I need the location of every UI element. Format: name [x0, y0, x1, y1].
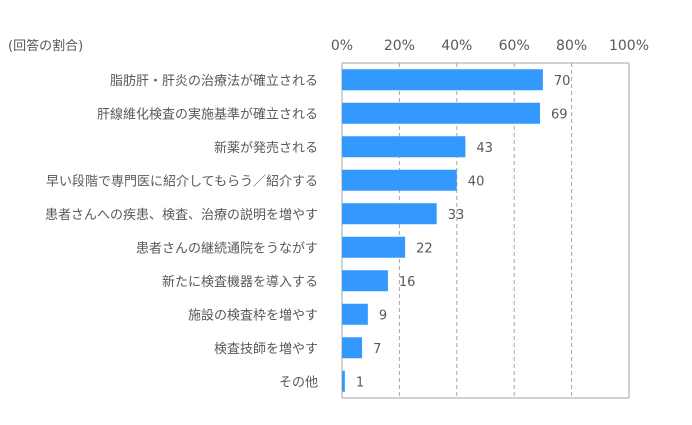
x-tick-label: 0%: [331, 38, 353, 54]
category-label: 新薬が発売される: [214, 140, 318, 156]
bar: [342, 169, 457, 191]
category-label: 検査技師を増やす: [214, 342, 318, 357]
bar: [342, 69, 543, 91]
value-label: 43: [476, 141, 493, 156]
category-label: 患者さんへの疾患、検査、治療の説明を増やす: [45, 207, 318, 223]
bar: [342, 203, 437, 225]
value-label: 69: [551, 107, 568, 122]
bars: [342, 69, 543, 392]
x-tick-label: 40%: [441, 38, 472, 54]
x-tick-label: 100%: [609, 38, 649, 54]
category-label: 脂肪肝・肝炎の治療法が確立される: [110, 73, 318, 89]
unit-label: (回答の割合): [8, 38, 83, 54]
category-label: 施設の検査枠を増やす: [188, 307, 318, 323]
bar: [342, 270, 388, 292]
value-label: 1: [356, 375, 364, 390]
bar: [342, 370, 345, 392]
value-label: 16: [399, 275, 416, 290]
bar: [342, 337, 363, 359]
value-label: 7: [373, 342, 381, 357]
x-tick-label: 80%: [556, 38, 587, 54]
bar: [342, 236, 406, 258]
category-label: 早い段階で専門医に紹介してもらう／紹介する: [46, 174, 318, 189]
value-label: 22: [416, 241, 433, 256]
value-label: 33: [448, 208, 465, 223]
bar: [342, 102, 541, 124]
x-tick-label: 60%: [499, 38, 530, 54]
category-label: 肝線維化検査の実施基準が確立される: [97, 106, 318, 122]
x-tick-label: 20%: [384, 38, 415, 54]
category-label: 新たに検査機器を導入する: [162, 274, 318, 290]
value-label: 40: [468, 174, 485, 189]
value-label: 9: [379, 308, 387, 323]
bar: [342, 136, 466, 158]
value-label: 70: [554, 74, 571, 89]
category-label: その他: [279, 375, 318, 390]
bar: [342, 303, 368, 325]
category-labels: 脂肪肝・肝炎の治療法が確立される肝線維化検査の実施基準が確立される新薬が発売され…: [45, 73, 318, 391]
x-axis-ticks: 0% 20% 40% 60% 80% 100%: [331, 38, 649, 54]
value-labels: 70 69 43 40 33 22 16 9 7 1: [356, 74, 571, 391]
category-label: 患者さんの継続通院をうながす: [136, 241, 318, 256]
